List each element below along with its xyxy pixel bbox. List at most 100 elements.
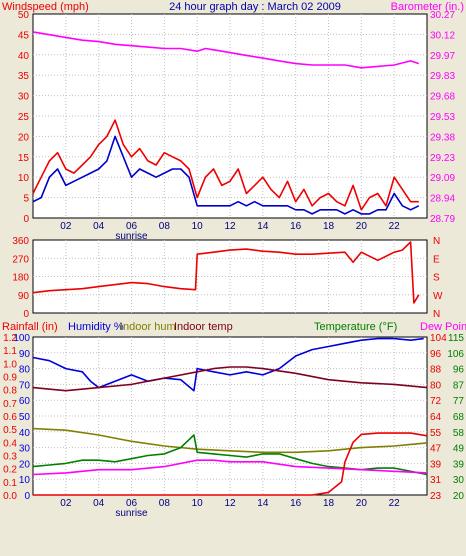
rain-tick: 1.0	[3, 359, 17, 370]
temp-tick-right: 68	[453, 412, 465, 423]
humidity-xtick: 16	[290, 498, 302, 509]
humidity-tick: 90	[19, 349, 31, 360]
compass-tick: N	[433, 236, 440, 247]
wind-avg-line	[32, 135, 420, 215]
temp-tick-right: 30	[453, 475, 465, 486]
temp-tick-right: 58	[453, 428, 465, 439]
barometer-tick: 29.83	[430, 71, 455, 82]
rain-tick: 0.6	[3, 412, 17, 423]
windspeed-tick: 45	[18, 30, 30, 41]
humidity-xtick: 06	[126, 498, 138, 509]
temp-tick-left: 88	[430, 365, 442, 376]
humidity-xtick: 18	[323, 498, 335, 509]
humidity-tick: 10	[19, 475, 31, 486]
rain-tick: 1.1	[3, 346, 17, 357]
windspeed-axis-label: Windspeed (mph)	[2, 1, 89, 13]
windspeed-tick: 10	[18, 173, 30, 184]
indoor-temp-label: Indoor temp	[174, 321, 233, 333]
humidity-tick: 30	[19, 444, 31, 455]
barometer-tick: 29.53	[430, 112, 455, 123]
wind-xtick: 08	[159, 221, 171, 232]
wind-xtick: 16	[290, 221, 302, 232]
windspeed-tick: 40	[18, 51, 30, 62]
wind-xtick: 10	[192, 221, 204, 232]
rain-tick: 0.8	[3, 386, 17, 397]
temp-tick-left: 55	[430, 428, 442, 439]
barometer-tick: 29.38	[430, 132, 455, 143]
temp-tick-left: 23	[430, 491, 442, 502]
wind-xtick: 12	[224, 221, 236, 232]
rain-tick: 0.4	[3, 438, 17, 449]
windspeed-tick: 25	[18, 112, 30, 123]
windspeed-tick: 20	[18, 132, 30, 143]
compass-tick: E	[433, 254, 440, 265]
wind-xtick: 20	[356, 221, 368, 232]
barometer-tick: 29.97	[430, 51, 455, 62]
temp-tick-right: 20	[453, 491, 465, 502]
dew-point-line	[32, 459, 428, 476]
wind-xtick: 14	[257, 221, 269, 232]
compass-tick: W	[433, 291, 443, 302]
rainfall-axis-label: Rainfall (in)	[2, 321, 58, 333]
barometer-axis-label: Barometer (in.)	[391, 1, 464, 13]
temp-tick-right: 39	[453, 459, 465, 470]
temp-tick-left: 72	[430, 396, 442, 407]
humidity-sunrise-label: sunrise	[115, 508, 148, 519]
wind-xtick: 18	[323, 221, 335, 232]
temp-tick-left: 39	[430, 459, 442, 470]
temp-tick-right: 106	[447, 349, 464, 360]
barometer-line	[32, 31, 420, 69]
wind-xtick: 06	[126, 221, 138, 232]
temp-tick-left: 80	[430, 380, 442, 391]
wind-direction-line	[32, 241, 420, 304]
rain-tick: 0.2	[3, 465, 17, 476]
humidity-tick: 40	[19, 428, 31, 439]
direction-tick: 90	[18, 291, 30, 302]
rain-tick: 0.5	[3, 425, 17, 436]
temp-tick-left: 31	[430, 475, 442, 486]
temp-tick-left: 104	[430, 333, 447, 344]
direction-tick: 270	[12, 254, 29, 265]
chart-title: 24 hour graph day : March 02 2009	[169, 1, 341, 13]
temp-tick-right: 87	[453, 380, 465, 391]
temperature-axis-label: Temperature (°F)	[314, 321, 397, 333]
humidity-xtick: 10	[192, 498, 204, 509]
wind-xtick: 22	[389, 221, 401, 232]
windspeed-tick: 15	[18, 153, 30, 164]
barometer-tick: 29.23	[430, 153, 455, 164]
humidity-axis-label: Humidity %	[68, 321, 124, 333]
humidity-xtick: 04	[93, 498, 105, 509]
humidity-xtick: 22	[389, 498, 401, 509]
humidity--line	[32, 337, 424, 392]
humidity-tick: 60	[19, 396, 31, 407]
humidity-tick: 0	[24, 491, 30, 502]
indoor-hum-line	[32, 427, 428, 454]
rainfall-line	[33, 432, 428, 496]
rain-tick: 0.1	[3, 478, 17, 489]
rain-tick: 0.3	[3, 452, 17, 463]
humidity-tick: 20	[19, 459, 31, 470]
rain-tick: 0.9	[3, 373, 17, 384]
wind-xtick: 02	[60, 221, 72, 232]
wind-xtick: 04	[93, 221, 105, 232]
windspeed-tick: 0	[23, 214, 29, 225]
rain-tick: 0.0	[3, 491, 17, 502]
humidity-xtick: 12	[224, 498, 236, 509]
direction-tick: 360	[12, 236, 29, 247]
humidity-xtick: 08	[159, 498, 171, 509]
compass-tick: N	[433, 309, 440, 320]
temp-tick-left: 96	[430, 349, 442, 360]
barometer-tick: 29.68	[430, 92, 455, 103]
humidity-tick: 100	[13, 333, 30, 344]
temp-tick-left: 47	[430, 444, 442, 455]
humidity-xtick: 02	[60, 498, 72, 509]
windspeed-tick: 5	[23, 194, 29, 205]
dew-point-label: Dew Point	[420, 321, 466, 333]
direction-tick: 0	[23, 309, 29, 320]
temp-tick-right: 77	[453, 396, 465, 407]
humidity-tick: 70	[19, 380, 31, 391]
temp-tick-right: 49	[453, 444, 465, 455]
rain-tick: 0.7	[3, 399, 17, 410]
